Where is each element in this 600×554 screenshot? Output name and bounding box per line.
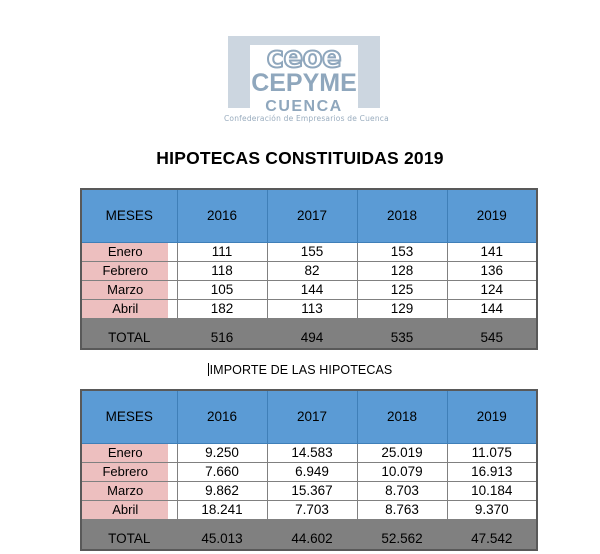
data-cell: 128 — [356, 260, 448, 281]
table-row: Febrero 7.660 6.949 10.079 16.913 — [80, 461, 538, 482]
data-cell: 125 — [356, 279, 448, 300]
month-label: Enero — [82, 443, 169, 462]
data-cell: 82 — [266, 260, 358, 281]
data-cell: 7.660 — [176, 461, 268, 482]
total-cell: 545 — [446, 317, 538, 350]
data-cell: 136 — [446, 260, 538, 281]
table-total-row: TOTAL 516 494 535 545 — [80, 317, 538, 350]
logo-bracket-top-icon — [228, 36, 380, 45]
total-label: TOTAL — [80, 317, 178, 350]
row-label-cell: Febrero — [80, 260, 178, 281]
table-row: Febrero 118 82 128 136 — [80, 260, 538, 281]
table-total-row: TOTAL 45.013 44.602 52.562 47.542 — [80, 518, 538, 551]
logo-bracket-notch — [250, 45, 358, 99]
logo-text-cuenca: CUENCA — [250, 98, 358, 116]
data-cell: 10.079 — [356, 461, 448, 482]
header-cell-meses: MESES — [80, 188, 178, 243]
section-title-importe: IMPORTE DE LAS HIPOTECAS — [0, 363, 600, 377]
header-cell-2019: 2019 — [446, 389, 538, 444]
data-cell: 6.949 — [266, 461, 358, 482]
hipotecas-constituidas-table: MESES 2016 2017 2018 2019 Enero 111 155 … — [80, 188, 538, 350]
data-cell: 8.763 — [356, 499, 448, 520]
total-cell: 44.602 — [266, 518, 358, 551]
data-cell: 9.250 — [176, 442, 268, 463]
data-cell: 124 — [446, 279, 538, 300]
row-label-cell: Abril — [80, 298, 178, 319]
month-label: Marzo — [82, 280, 169, 299]
data-cell: 113 — [266, 298, 358, 319]
month-label: Febrero — [82, 261, 169, 280]
total-cell: 516 — [176, 317, 268, 350]
data-cell: 155 — [266, 241, 358, 262]
total-cell: 47.542 — [446, 518, 538, 551]
data-cell: 7.703 — [266, 499, 358, 520]
header-cell-2016: 2016 — [176, 389, 268, 444]
header-cell-2017: 2017 — [266, 389, 358, 444]
data-cell: 16.913 — [446, 461, 538, 482]
table-header-row: MESES 2016 2017 2018 2019 — [80, 389, 538, 444]
importe-hipotecas-table: MESES 2016 2017 2018 2019 Enero 9.250 14… — [80, 389, 538, 551]
month-label: Febrero — [82, 462, 169, 481]
data-cell: 25.019 — [356, 442, 448, 463]
data-cell: 9.370 — [446, 499, 538, 520]
row-label-cell: Marzo — [80, 279, 178, 300]
month-label: Abril — [82, 500, 169, 519]
data-cell: 11.075 — [446, 442, 538, 463]
table-row: Enero 111 155 153 141 — [80, 241, 538, 262]
logo-tagline: Confederación de Empresarios de Cuenca — [224, 114, 389, 123]
total-label: TOTAL — [80, 518, 178, 551]
data-cell: 15.367 — [266, 480, 358, 501]
header-cell-2017: 2017 — [266, 188, 358, 243]
logo-bracket-left-icon — [228, 36, 250, 108]
logo-header: ceoe CEPYME CUENCA Confederación de Empr… — [0, 32, 600, 130]
page-title: HIPOTECAS CONSTITUIDAS 2019 — [156, 148, 444, 168]
data-cell: 18.241 — [176, 499, 268, 520]
section-title-text: IMPORTE DE LAS HIPOTECAS — [209, 363, 393, 377]
total-cell: 535 — [356, 317, 448, 350]
data-cell: 111 — [176, 241, 268, 262]
total-cell: 52.562 — [356, 518, 448, 551]
text-cursor-caret — [207, 363, 209, 376]
ceoe-cepyme-cuenca-logo: ceoe CEPYME CUENCA Confederación de Empr… — [224, 32, 389, 130]
header-cell-2019: 2019 — [446, 188, 538, 243]
table-row: Enero 9.250 14.583 25.019 11.075 — [80, 442, 538, 463]
row-label-cell: Enero — [80, 241, 178, 262]
logo-text-ceoe: ceoe — [266, 40, 343, 74]
total-cell: 494 — [266, 317, 358, 350]
data-cell: 153 — [356, 241, 448, 262]
data-cell: 105 — [176, 279, 268, 300]
header-cell-2018: 2018 — [356, 389, 448, 444]
header-cell-2018: 2018 — [356, 188, 448, 243]
header-cell-2016: 2016 — [176, 188, 268, 243]
month-label: Abril — [82, 299, 169, 318]
data-cell: 14.583 — [266, 442, 358, 463]
table-row: Marzo 9.862 15.367 8.703 10.184 — [80, 480, 538, 501]
data-cell: 141 — [446, 241, 538, 262]
table-row: Abril 18.241 7.703 8.763 9.370 — [80, 499, 538, 520]
row-label-cell: Marzo — [80, 480, 178, 501]
row-label-cell: Abril — [80, 499, 178, 520]
data-cell: 144 — [266, 279, 358, 300]
data-cell: 9.862 — [176, 480, 268, 501]
total-cell: 45.013 — [176, 518, 268, 551]
table-row: Abril 182 113 129 144 — [80, 298, 538, 319]
data-cell: 8.703 — [356, 480, 448, 501]
data-cell: 10.184 — [446, 480, 538, 501]
data-cell: 182 — [176, 298, 268, 319]
month-label: Enero — [82, 242, 169, 261]
table-header-row: MESES 2016 2017 2018 2019 — [80, 188, 538, 243]
header-cell-meses: MESES — [80, 389, 178, 444]
data-cell: 118 — [176, 260, 268, 281]
row-label-cell: Febrero — [80, 461, 178, 482]
data-cell: 129 — [356, 298, 448, 319]
row-label-cell: Enero — [80, 442, 178, 463]
data-cell: 144 — [446, 298, 538, 319]
logo-text-cepyme: CEPYME — [251, 69, 357, 97]
table-row: Marzo 105 144 125 124 — [80, 279, 538, 300]
logo-bracket-right-icon — [358, 36, 380, 108]
month-label: Marzo — [82, 481, 169, 500]
